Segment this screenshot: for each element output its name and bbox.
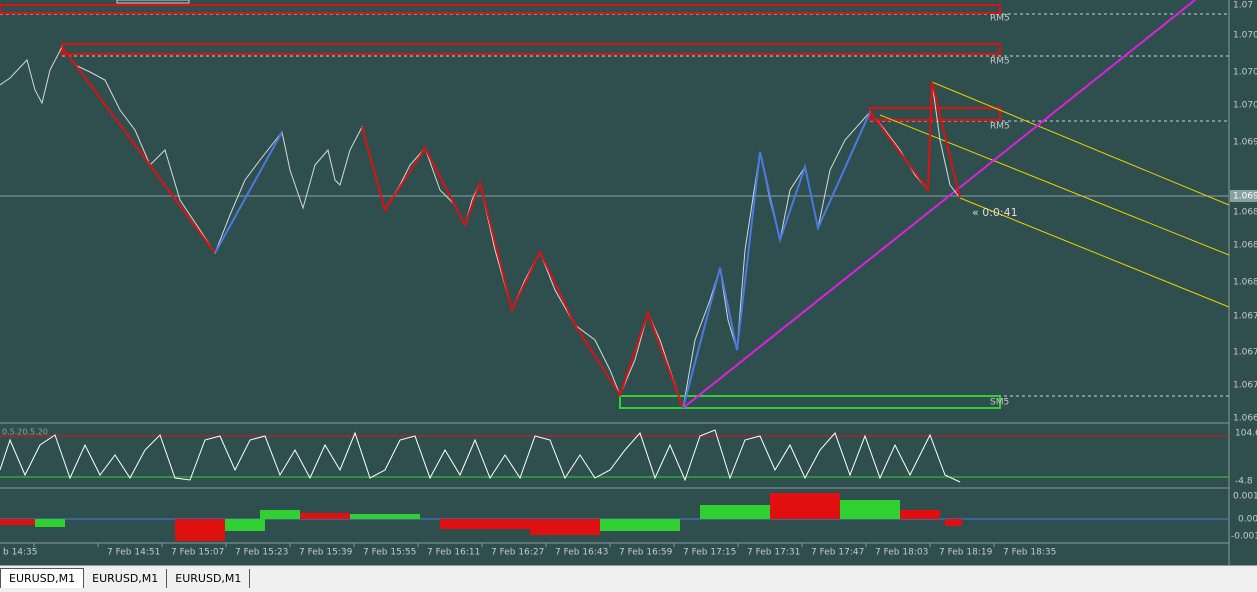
channel-line (931, 81, 1230, 206)
level-label: RM5 (990, 14, 1010, 24)
hist-bar (260, 510, 300, 519)
time-label: 7 Feb 15:23 (235, 548, 288, 558)
support-zone (619, 395, 1001, 409)
time-label: 7 Feb 15:55 (363, 548, 416, 558)
price-label: 1.070 (1233, 31, 1257, 41)
time-label: 7 Feb 17:47 (811, 548, 864, 558)
hist-bar (530, 519, 600, 535)
chart-tab[interactable]: EURUSD,M1 (167, 569, 251, 588)
time-label: 7 Feb 18:03 (875, 548, 928, 558)
price-label: 1.069 (1233, 138, 1257, 148)
price-label: 1.070 (1233, 68, 1257, 78)
price-label: 1.067 (1233, 348, 1257, 358)
hist-bar (600, 519, 680, 531)
current-price: 1.069 (1233, 192, 1257, 202)
zigzag-down (61, 46, 216, 254)
zigzag-down (869, 81, 961, 199)
hist-bar (700, 505, 770, 519)
histogram-label: -0.001 (1231, 532, 1257, 542)
time-label: 7 Feb 14:51 (107, 548, 160, 558)
channel-line (879, 114, 1230, 256)
time-label: 7 Feb 16:27 (491, 548, 544, 558)
hist-bar (440, 519, 530, 529)
price-label: 1.07 (1233, 1, 1253, 11)
histogram-label: 0.001 (1233, 492, 1257, 502)
chart-window: RM5 RM5 RM5 SM5 « 0:0:41 0.5.20.5.20 1.0… (0, 0, 1257, 565)
hist-bar (350, 514, 420, 519)
resistance-zone (61, 43, 1001, 55)
time-label: 7 Feb 17:15 (683, 548, 736, 558)
price-label: 1.067 (1233, 312, 1257, 322)
time-label: 7 Feb 16:11 (427, 548, 480, 558)
hist-bar (175, 519, 225, 541)
hist-bar (35, 519, 65, 527)
hist-bar (840, 500, 900, 519)
hist-bar (0, 519, 35, 525)
resistance-zone (0, 4, 1001, 14)
oscillator-line (0, 429, 961, 483)
hist-bar (900, 510, 940, 519)
time-label: 7 Feb 15:07 (171, 548, 224, 558)
oscillator-label: -4.8 (1235, 477, 1253, 487)
time-label: 7 Feb 18:19 (939, 548, 993, 558)
histogram (0, 493, 962, 541)
zigzag-up (214, 131, 283, 254)
price-label: 1.068 (1233, 208, 1257, 218)
hist-bar (225, 519, 265, 531)
price-label: 1.067 (1233, 381, 1257, 391)
time-label: 7 Feb 15:39 (299, 548, 353, 558)
price-label: 1.070 (1233, 101, 1257, 111)
tab-bar: EURUSD,M1 EURUSD,M1 EURUSD,M1 (0, 565, 1257, 592)
current-price-box (1230, 190, 1257, 202)
box (116, 0, 190, 4)
hist-bar (770, 493, 840, 519)
time-label: 7 Feb 18:35 (1003, 548, 1056, 558)
channel-line (959, 197, 1230, 308)
zigzag-up (682, 111, 871, 409)
time-label: 7 Feb 17:31 (747, 548, 800, 558)
bar-timer: « 0:0:41 (972, 206, 1018, 219)
oscillator-label: 104.6 (1235, 429, 1257, 439)
chart-tab[interactable]: EURUSD,M1 (84, 569, 168, 588)
level-label: RM5 (990, 122, 1010, 132)
trend-line (682, 0, 1196, 409)
time-label: 7 Feb 16:59 (619, 548, 673, 558)
histogram-label: 0.00 (1238, 515, 1257, 525)
price-label: 1.066 (1233, 414, 1257, 424)
indicator-name: 0.5.20.5.20 (2, 428, 48, 437)
chart-tab[interactable]: EURUSD,M1 (0, 568, 85, 588)
time-label: b 14:35 (3, 548, 38, 558)
time-label: 7 Feb 16:43 (555, 548, 608, 558)
level-label: SM5 (990, 398, 1009, 408)
hist-bar (945, 519, 962, 526)
level-label: RM5 (990, 57, 1010, 67)
background (0, 0, 1257, 565)
time-axis: b 14:35 7 Feb 14:51 7 Feb 15:07 7 Feb 15:23… (3, 543, 1056, 558)
price-label: 1.068 (1233, 241, 1257, 251)
hist-bar (300, 513, 350, 519)
price-label: 1.068 (1233, 278, 1257, 288)
zigzag-down (361, 126, 684, 409)
